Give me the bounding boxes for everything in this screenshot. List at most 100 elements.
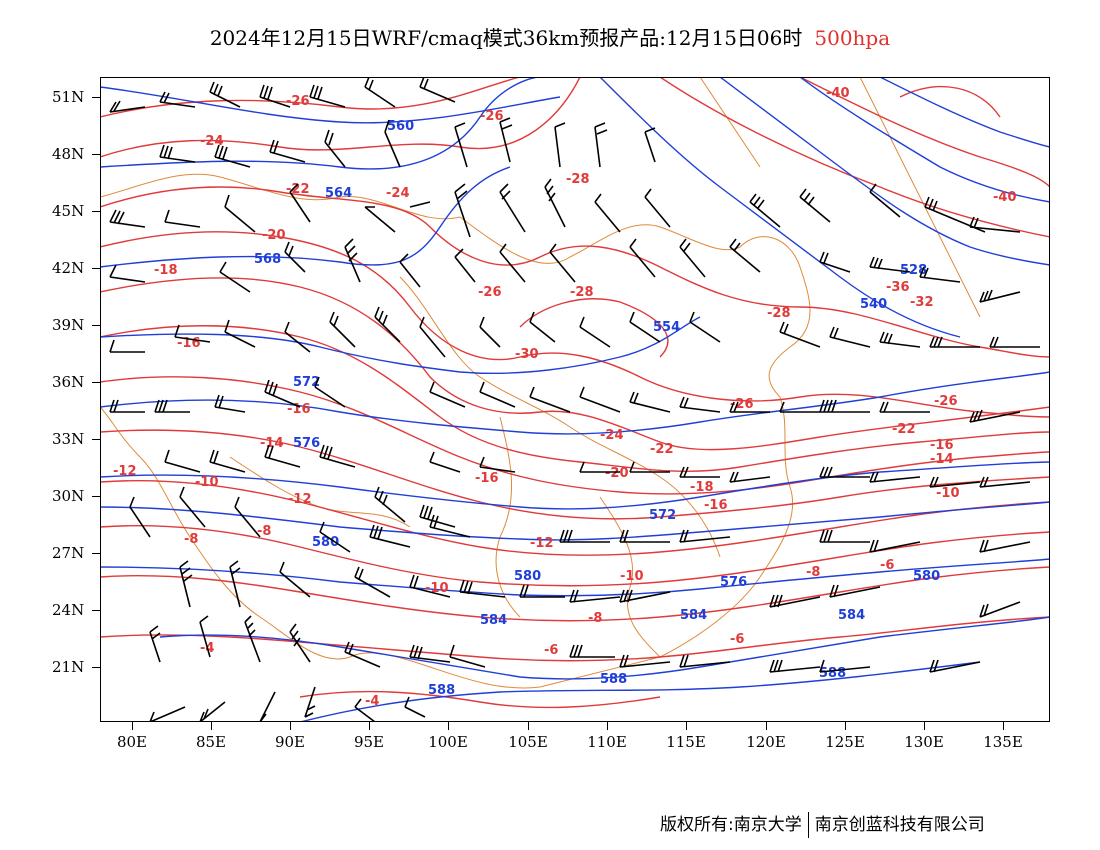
lon-tick-mark <box>290 722 291 730</box>
lat-tick-mark <box>92 610 100 611</box>
wind-barbs <box>109 77 1040 722</box>
temperature-contours <box>100 77 1050 709</box>
lat-tick-label: 42N <box>52 259 85 277</box>
copyright-divider <box>807 812 809 838</box>
lat-tick-mark <box>92 268 100 269</box>
svg-text:-16: -16 <box>475 471 499 486</box>
svg-text:-28: -28 <box>570 285 594 300</box>
svg-text:588: 588 <box>600 672 627 687</box>
svg-text:-8: -8 <box>588 611 602 626</box>
lat-tick-label: 21N <box>52 658 85 676</box>
lon-tick-label: 90E <box>274 733 306 751</box>
svg-text:-10: -10 <box>195 475 219 490</box>
svg-text:-26: -26 <box>480 109 504 124</box>
lat-tick-label: 51N <box>52 88 85 106</box>
svg-text:-8: -8 <box>257 524 271 539</box>
lon-tick-mark <box>448 722 449 730</box>
svg-text:-40: -40 <box>826 86 850 101</box>
svg-text:580: 580 <box>514 569 541 584</box>
svg-text:-10: -10 <box>620 569 644 584</box>
svg-text:-24: -24 <box>386 186 410 201</box>
svg-text:-16: -16 <box>930 438 954 453</box>
svg-text:-12: -12 <box>113 464 137 479</box>
lat-tick-mark <box>92 97 100 98</box>
svg-text:-26: -26 <box>286 94 310 109</box>
lat-tick-mark <box>92 154 100 155</box>
svg-text:-24: -24 <box>200 134 224 149</box>
lon-tick-mark <box>369 722 370 730</box>
svg-text:572: 572 <box>649 508 676 523</box>
lat-tick-label: 24N <box>52 601 85 619</box>
svg-text:-40: -40 <box>993 190 1017 205</box>
copyright-company: 南京创蓝科技有限公司 <box>814 815 985 835</box>
weather-map: 560 564 568 572 576 580 580 584 588 572 … <box>100 77 1050 722</box>
svg-text:-22: -22 <box>892 422 916 437</box>
svg-text:576: 576 <box>720 575 747 590</box>
lon-tick-mark <box>766 722 767 730</box>
svg-text:-4: -4 <box>365 694 379 709</box>
lon-tick-label: 120E <box>746 733 786 751</box>
svg-text:-14: -14 <box>930 452 954 467</box>
svg-text:568: 568 <box>254 252 281 267</box>
lon-tick-label: 125E <box>825 733 865 751</box>
svg-text:584: 584 <box>680 608 707 623</box>
lat-tick-label: 45N <box>52 202 85 220</box>
svg-text:-18: -18 <box>154 263 178 278</box>
svg-text:-8: -8 <box>806 565 820 580</box>
lat-tick-mark <box>92 325 100 326</box>
copyright-owner: 版权所有:南京大学 <box>660 815 802 835</box>
svg-text:580: 580 <box>913 569 940 584</box>
lon-tick-mark <box>607 722 608 730</box>
svg-text:-18: -18 <box>690 480 714 495</box>
lon-tick-mark <box>924 722 925 730</box>
svg-text:-20: -20 <box>262 228 286 243</box>
temperature-contour-labels: -40 -40 -26 -26 -24 -24 -22 -20 -18 -16 … <box>113 86 1017 709</box>
svg-text:-22: -22 <box>286 182 310 197</box>
svg-text:-26: -26 <box>934 394 958 409</box>
svg-text:540: 540 <box>860 297 887 312</box>
svg-text:584: 584 <box>480 613 507 628</box>
svg-text:588: 588 <box>819 666 846 681</box>
map-title: 2024年12月15日WRF/cmaq模式36km预报产品:12月15日06时 5… <box>0 22 1100 51</box>
svg-text:-26: -26 <box>478 285 502 300</box>
lon-tick-label: 115E <box>666 733 706 751</box>
lat-tick-label: 33N <box>52 430 85 448</box>
lat-tick-label: 30N <box>52 487 85 505</box>
lat-tick-mark <box>92 211 100 212</box>
svg-text:-6: -6 <box>544 643 558 658</box>
svg-text:576: 576 <box>293 436 320 451</box>
svg-text:-24: -24 <box>600 428 624 443</box>
lon-tick-label: 130E <box>904 733 944 751</box>
svg-text:-6: -6 <box>880 558 894 573</box>
svg-text:584: 584 <box>838 608 865 623</box>
lon-tick-label: 110E <box>587 733 627 751</box>
svg-text:-28: -28 <box>566 172 590 187</box>
svg-text:-36: -36 <box>886 280 910 295</box>
lat-tick-label: 36N <box>52 373 85 391</box>
lon-tick-label: 80E <box>116 733 148 751</box>
svg-text:-20: -20 <box>605 466 629 481</box>
lon-tick-mark <box>211 722 212 730</box>
svg-text:554: 554 <box>653 320 680 335</box>
svg-text:564: 564 <box>325 186 352 201</box>
lat-tick-label: 39N <box>52 316 85 334</box>
svg-text:-10: -10 <box>936 486 960 501</box>
svg-text:588: 588 <box>428 683 455 698</box>
lon-tick-mark <box>686 722 687 730</box>
svg-text:-14: -14 <box>260 436 284 451</box>
svg-text:560: 560 <box>387 119 414 134</box>
lon-tick-mark <box>1003 722 1004 730</box>
title-level: 500hpa <box>814 26 891 50</box>
lon-tick-mark <box>845 722 846 730</box>
lon-tick-label: 85E <box>195 733 227 751</box>
lat-tick-mark <box>92 439 100 440</box>
lat-tick-mark <box>92 496 100 497</box>
lat-tick-mark <box>92 382 100 383</box>
lat-tick-mark <box>92 553 100 554</box>
copyright-footer: 版权所有:南京大学 南京创蓝科技有限公司 <box>660 810 985 838</box>
title-main: 2024年12月15日WRF/cmaq模式36km预报产品:12月15日06时 <box>209 26 803 50</box>
lon-tick-mark <box>528 722 529 730</box>
lat-tick-label: 27N <box>52 544 85 562</box>
lon-tick-label: 95E <box>353 733 385 751</box>
lon-tick-label: 105E <box>508 733 548 751</box>
